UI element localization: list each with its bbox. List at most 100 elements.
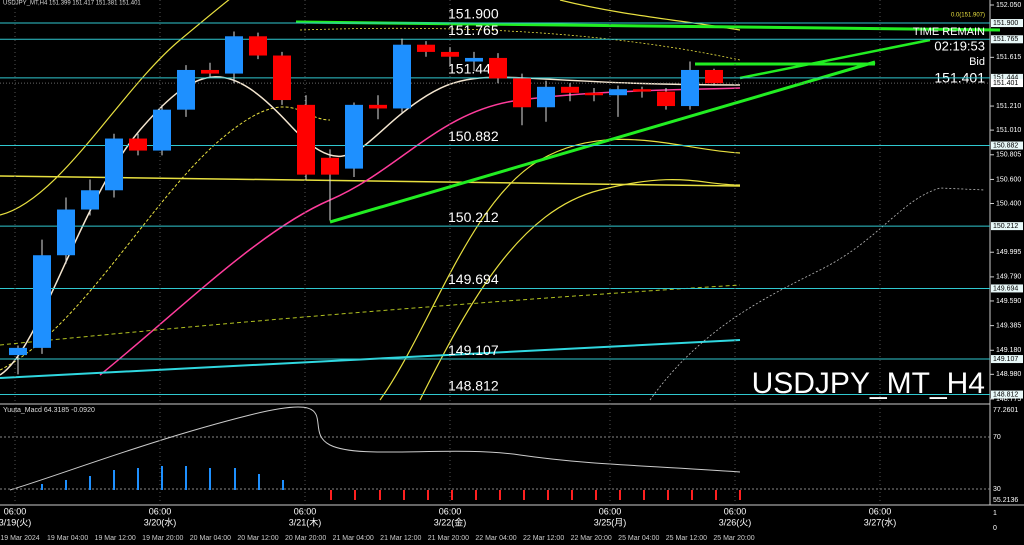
ichimoku-cloud [649,187,986,401]
level-box [991,222,1023,231]
candle-body [201,69,219,74]
time-label: 25 Mar 12:00 [666,535,707,542]
ma-mid [99,87,741,376]
candle-body [513,78,531,108]
y-tick-label: 151.210 [996,103,1021,110]
level-label: 148.812 [448,377,499,393]
candle-body [585,92,603,96]
time-label: 25 Mar 04:00 [618,535,659,542]
candle-body [609,89,627,96]
y-tick-label: 149.995 [996,249,1021,256]
time-label: 25 Mar 20:00 [713,535,754,542]
day-time-label: 06:00 [724,506,747,516]
candle-body [177,69,195,110]
day-label: 3/22(金) [434,516,467,527]
candle-body [537,86,555,108]
trendline [739,38,931,80]
bollinger-lower2 [419,179,741,401]
level-axis-label: 149.694 [993,285,1018,292]
macd-tick-label: 0 [993,525,997,532]
day-time-label: 06:00 [149,506,172,516]
macd-tick-label: 77.2601 [993,407,1018,414]
candle-body [273,55,291,101]
y-tick-label: 152.050 [996,2,1021,9]
bid-label: Bid [969,56,985,68]
day-time-label: 06:00 [294,506,317,516]
level-box [991,19,1023,28]
macd-label: Yuuta_Macd 64.3185 -0.0920 [3,407,95,414]
time-label: 19 Mar 04:00 [47,535,88,542]
bollinger-lower [379,138,741,401]
candle-body [129,138,147,151]
time-label: 21 Mar 20:00 [428,535,469,542]
time-label: 20 Mar 20:00 [285,535,326,542]
level-label: 149.694 [448,271,499,287]
day-time-label: 06:00 [439,506,462,516]
candle-body [633,89,651,92]
time-label: 19 Mar 12:00 [95,535,136,542]
level-label: 151.765 [448,22,499,38]
time-label: 19 Mar 20:00 [142,535,183,542]
candle-body [657,91,675,107]
level-label: 149.107 [448,342,499,358]
time-label: 20 Mar 12:00 [237,535,278,542]
time-label: 21 Mar 12:00 [380,535,421,542]
macd-bars [330,490,741,500]
candle-body [321,157,339,175]
candle-body [417,44,435,52]
time-label: 22 Mar 12:00 [523,535,564,542]
header: USDJPY_MT,H4 151.399 151.417 151.381 151… [3,1,141,7]
day-label: 3/25(月) [594,517,627,527]
bid-box [991,79,1023,88]
candle-body [561,86,579,93]
level-axis-label: 148.812 [993,391,1018,398]
day-label: 3/19(火) [0,517,31,527]
candle-body [441,51,459,57]
level-label: 150.882 [448,128,499,144]
day-label: 3/21(木) [289,516,322,527]
day-label: 3/20(水) [144,516,177,527]
macd-panel [0,406,990,500]
day-label: 3/27(水) [864,516,897,527]
level-box [991,390,1023,399]
time-label: 19 Mar 2024 [0,535,39,542]
y-tick-label: 149.790 [996,274,1021,281]
envelope [299,27,741,61]
time-label: 22 Mar 04:00 [475,535,516,542]
level-label: 151.900 [448,6,499,22]
ma-long [0,175,741,187]
level-axis-label: 150.882 [993,142,1018,149]
time-label: 21 Mar 04:00 [333,535,374,542]
candle-body [105,138,123,191]
candle-body [249,36,267,56]
level-axis-label: 151.444 [993,75,1018,82]
macd-tick-label: 70 [993,434,1001,441]
level-box [991,141,1023,150]
candle-body [297,104,315,175]
y-tick-label: 151.010 [996,127,1021,134]
level-box [991,284,1023,293]
candle-body [9,347,27,356]
candle-body [345,104,363,169]
macd-line [9,406,741,491]
y-tick-label: 148.980 [996,371,1021,378]
macd-tick-label: 1 [993,510,997,517]
y-tick-label: 148.775 [996,396,1021,403]
candle-body [369,104,387,109]
level-label: 150.212 [448,209,499,225]
ichimoku-span [0,284,741,346]
ma-200 [0,339,741,379]
y-tick-label: 150.600 [996,176,1021,183]
candle-body [705,69,723,84]
macd-bars [41,466,284,490]
bollinger-upper [0,0,230,216]
candle-body [33,255,51,348]
level-label: 151.444 [448,61,499,77]
level-box [991,35,1023,44]
candle-body [465,57,483,62]
bid-axis-label: 151.401 [993,80,1018,87]
macd-tick-label: 30 [993,486,1001,493]
candle-body [393,44,411,109]
fib-label: 0.0(151.907) [951,13,985,19]
